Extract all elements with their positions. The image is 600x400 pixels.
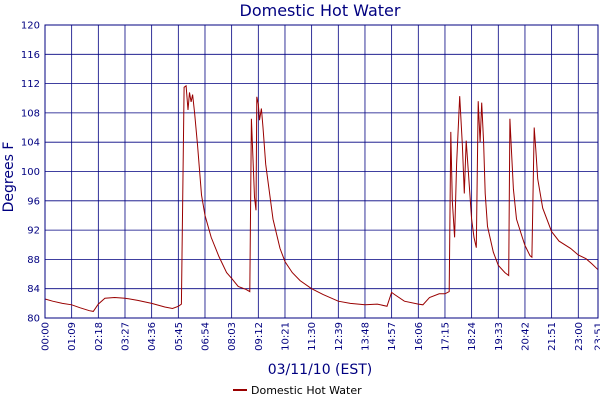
x-tick-label: 12:39 <box>334 322 345 351</box>
y-tick-label: 92 <box>27 226 40 237</box>
legend-label: Domestic Hot Water <box>251 384 362 397</box>
x-tick-label: 08:03 <box>227 322 238 351</box>
y-tick-label: 104 <box>21 138 40 149</box>
x-tick-label: 21:51 <box>547 322 558 351</box>
y-tick-label: 96 <box>27 196 40 207</box>
x-tick-label: 05:45 <box>174 322 185 351</box>
y-tick-labels: 80 84 88 92 96 100 104 108 112 116 120 <box>21 21 40 325</box>
x-tick-label: 11:30 <box>307 322 318 351</box>
x-tick-label: 14:57 <box>387 322 398 351</box>
x-tick-label: 20:42 <box>520 322 531 351</box>
x-tick-label: 16:06 <box>414 322 425 351</box>
y-tick-label: 84 <box>27 284 40 295</box>
x-tick-label: 18:24 <box>467 322 478 351</box>
x-tick-label: 23:51 <box>594 322 600 351</box>
y-tick-label: 116 <box>21 50 40 61</box>
x-tick-label: 03:27 <box>120 322 131 351</box>
x-tick-label: 23:00 <box>574 322 585 351</box>
x-tick-label: 00:00 <box>41 322 52 351</box>
y-tick-label: 88 <box>27 255 40 266</box>
x-axis-label: 03/11/10 (EST) <box>268 362 373 378</box>
x-tick-label: 06:54 <box>200 322 211 351</box>
x-tick-labels: 00:00 01:09 02:18 03:27 04:36 05:45 06:54 08:03… <box>41 322 600 351</box>
y-tick-label: 120 <box>21 21 40 32</box>
chart-title: Domestic Hot Water <box>240 1 401 20</box>
y-tick-label: 108 <box>21 108 40 119</box>
x-tick-label: 13:48 <box>360 322 371 351</box>
x-tick-label: 02:18 <box>94 322 105 351</box>
plot-frame <box>44 24 599 319</box>
y-tick-label: 100 <box>21 167 40 178</box>
x-tick-label: 17:15 <box>440 322 451 351</box>
y-tick-label: 80 <box>27 314 40 325</box>
x-tick-label: 09:12 <box>254 322 265 351</box>
series-line-domestic-hot-water <box>44 84 599 312</box>
legend: Domestic Hot Water <box>233 384 362 397</box>
x-tick-label: 19:33 <box>494 322 505 351</box>
y-tick-label: 112 <box>21 79 40 90</box>
x-tick-label: 04:36 <box>147 322 158 351</box>
x-tick-label: 10:21 <box>280 322 291 351</box>
y-axis-label: Degrees F <box>1 142 17 213</box>
x-tick-label: 01:09 <box>67 322 78 351</box>
